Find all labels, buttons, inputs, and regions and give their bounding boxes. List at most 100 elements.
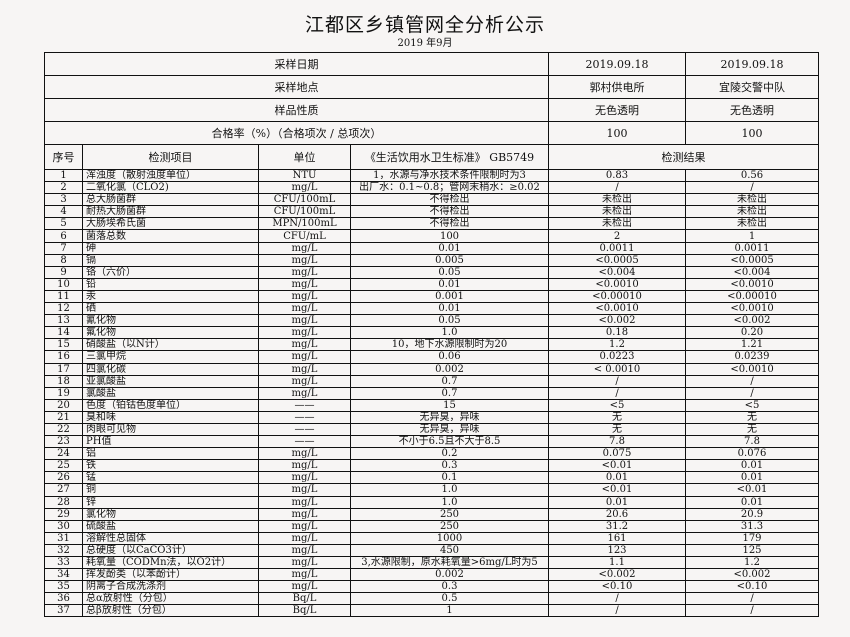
meta-value-site1: 无色透明: [548, 98, 686, 122]
row-unit: CFU/100mL: [258, 205, 351, 219]
row-result-site1: 123: [548, 543, 686, 558]
row-result-site1: 1.2: [548, 338, 686, 352]
row-standard: 0.01: [350, 302, 549, 316]
row-result-site2: <0.00010: [685, 289, 819, 304]
row-standard: 无异臭，异味: [350, 410, 549, 424]
header-no: 序号: [44, 144, 83, 170]
row-result-site1: 0.01: [548, 495, 686, 509]
row-item: 镉: [82, 253, 259, 267]
row-unit: mg/L: [258, 507, 351, 521]
table-row: 12 硒 mg/L 0.01 <0.0010 <0.0010: [44, 302, 819, 316]
row-item: 总硬度（以CaCO3计）: [82, 543, 259, 558]
row-standard: 1.0: [350, 483, 549, 497]
row-result-site1: 0.83: [548, 168, 686, 183]
meta-value-site2: 100: [685, 121, 819, 145]
row-standard: 不得检出: [350, 205, 549, 219]
row-result-site2: <0.0010: [685, 362, 819, 376]
table-row: 6 菌落总数 CFU/mL 100 2 1: [44, 229, 819, 243]
row-item: 大肠埃希氏菌: [82, 217, 259, 231]
row-unit: CFU/mL: [258, 229, 351, 243]
row-standard: 0.05: [350, 314, 549, 328]
row-unit: mg/L: [258, 471, 351, 485]
row-standard: 0.05: [350, 265, 549, 279]
row-result-site2: <5: [685, 398, 819, 412]
row-standard: 0.005: [350, 253, 549, 267]
row-result-site2: /: [685, 604, 819, 618]
table-row: 26 锰 mg/L 0.1 0.01 0.01: [44, 471, 819, 485]
row-item: 锰: [82, 471, 259, 485]
row-unit: mg/L: [258, 326, 351, 340]
table-row: 19 氯酸盐 mg/L 0.7//: [44, 386, 819, 400]
row-result-site2: 0.01: [685, 495, 819, 509]
row-result-site2: 1: [685, 229, 819, 243]
row-no: 35: [44, 580, 83, 594]
row-result-site2: <0.004: [685, 265, 819, 279]
row-no: 1: [44, 168, 83, 183]
meta-value-site2: 2019.09.18: [685, 52, 819, 76]
row-result-site1: /: [548, 374, 686, 388]
row-result-site1: 0.0011: [548, 241, 686, 255]
row-no: 21: [44, 410, 83, 424]
row-unit: mg/L: [258, 289, 351, 304]
row-result-site1: <0.002: [548, 314, 686, 328]
row-unit: MPN/100mL: [258, 217, 351, 231]
row-no: 12: [44, 302, 83, 316]
row-item: 总大肠菌群: [82, 193, 259, 207]
table-row: 32 总硬度（以CaCO3计） mg/L 450 123 125: [44, 543, 819, 558]
row-result-site1: <5: [548, 398, 686, 412]
row-item: PH值: [82, 435, 259, 449]
table-row: 13 氰化物 mg/L 0.05 <0.002 <0.002: [44, 314, 819, 328]
row-standard: 250: [350, 507, 549, 521]
row-result-site2: 无: [685, 422, 819, 437]
row-result-site2: 1.21: [685, 338, 819, 352]
row-item: 汞: [82, 289, 259, 304]
table-row: 1 浑浊度（散射浊度单位） NTU 1，水源与净水技术条件限制时为3 0.83 0.56: [44, 168, 819, 183]
row-unit: Bq/L: [258, 604, 351, 618]
row-standard: 1: [350, 604, 549, 618]
row-no: 33: [44, 555, 83, 570]
row-standard: 10，地下水源限制时为20: [350, 338, 549, 352]
row-standard: 250: [350, 519, 549, 533]
row-result-site2: <0.0010: [685, 302, 819, 316]
row-standard: 0.7: [350, 374, 549, 388]
row-result-site2: 0.20: [685, 326, 819, 340]
row-result-site1: 2: [548, 229, 686, 243]
row-item: 肉眼可见物: [82, 422, 259, 437]
meta-row: 采样日期 2019.09.18 2019.09.18: [44, 52, 819, 76]
row-result-site1: /: [548, 386, 686, 400]
row-result-site2: <0.0010: [685, 277, 819, 291]
row-standard: 1.0: [350, 326, 549, 340]
row-no: 15: [44, 338, 83, 352]
row-unit: mg/L: [258, 386, 351, 400]
row-result-site2: <0.10: [685, 580, 819, 594]
row-result-site1: 无: [548, 410, 686, 424]
table-row: 31 溶解性总固体 mg/L 1000 161 179: [44, 531, 819, 545]
table-row: 16 三氯甲烷 mg/L 0.06 0.0223 0.0239: [44, 350, 819, 364]
row-result-site1: <0.002: [548, 568, 686, 582]
row-unit: ——: [258, 410, 351, 424]
row-item: 锌: [82, 495, 259, 509]
row-item: 耗氧量（CODMn法，以O2计）: [82, 555, 259, 570]
row-unit: mg/L: [258, 374, 351, 388]
row-result-site2: 31.3: [685, 519, 819, 533]
row-item: 总β放射性（分包）: [82, 604, 259, 618]
table-row: 9 铬（六价） mg/L 0.05 <0.004 <0.004: [44, 265, 819, 279]
table-row: 33 耗氧量（CODMn法，以O2计） mg/L 3,水源限制，原水耗氧量>6mg/L…: [44, 555, 819, 570]
row-unit: mg/L: [258, 483, 351, 497]
row-standard: 450: [350, 543, 549, 558]
table-row: 27 铜 mg/L 1.0 <0.01 <0.01: [44, 483, 819, 497]
header-result: 检测结果: [548, 144, 819, 170]
row-result-site1: 0.075: [548, 447, 686, 461]
table-row: 25 铁 mg/L 0.3 <0.01 0.01: [44, 459, 819, 473]
row-unit: mg/L: [258, 277, 351, 291]
row-unit: mg/L: [258, 241, 351, 255]
row-result-site2: <0.002: [685, 568, 819, 582]
table-row: 36 总α放射性（分包） Bq/L 0.5//: [44, 592, 819, 606]
row-result-site2: 未检出: [685, 205, 819, 219]
row-result-site1: < 0.0010: [548, 362, 686, 376]
row-no: 11: [44, 289, 83, 304]
row-no: 8: [44, 253, 83, 267]
row-item: 二氧化氯（CLO2): [82, 181, 259, 195]
row-no: 28: [44, 495, 83, 509]
row-result-site1: 31.2: [548, 519, 686, 533]
